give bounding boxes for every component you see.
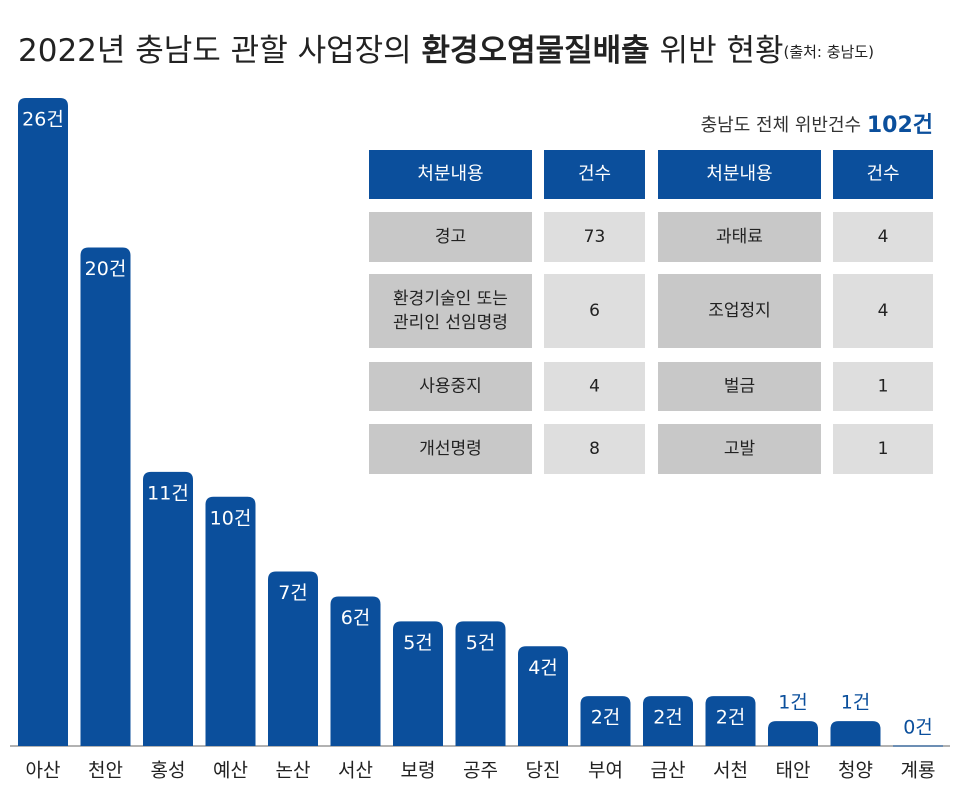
table-header-cell — [658, 150, 821, 199]
bar — [143, 471, 193, 746]
value-label: 7건 — [278, 582, 308, 604]
table-cell — [369, 274, 532, 348]
value-label: 5건 — [466, 632, 496, 654]
table-header-cell — [369, 150, 532, 199]
x-tick-label: 천안 — [88, 760, 123, 782]
table-text: 경고 — [435, 227, 466, 247]
table-header: 건수 — [866, 164, 899, 185]
title-main: 2022년 충남도 관할 사업장의 — [18, 33, 412, 69]
table-text: 73 — [584, 227, 606, 247]
value-label: 2건 — [716, 707, 746, 729]
bar — [18, 98, 68, 746]
total-value: 102건 — [867, 113, 933, 138]
x-tick-label: 홍성 — [151, 760, 186, 782]
bar — [830, 721, 881, 746]
x-tick-label: 보령 — [401, 760, 436, 782]
table-header: 건수 — [578, 164, 611, 185]
bar — [643, 696, 693, 746]
x-tick-label: 예산 — [213, 760, 248, 782]
value-label: 20건 — [85, 258, 127, 280]
table-text: 4 — [589, 377, 600, 397]
bar — [518, 646, 568, 746]
x-tick-label: 청양 — [838, 760, 873, 782]
value-label: 11건 — [147, 482, 189, 504]
x-tick-label: 부여 — [588, 760, 623, 782]
value-label: 10건 — [210, 507, 252, 529]
table-text: 1 — [878, 377, 889, 397]
table-text: 1 — [878, 439, 889, 459]
bar — [330, 596, 381, 746]
table-cell — [833, 212, 933, 262]
table-text: 8 — [589, 439, 600, 459]
bar — [80, 247, 131, 747]
table-text: 조업정지 — [708, 301, 771, 321]
value-label: 4건 — [528, 657, 558, 679]
x-tick-label: 당진 — [526, 760, 561, 782]
table-text: 고발 — [724, 439, 756, 459]
x-tick-label: 논산 — [276, 760, 311, 782]
table-header-cell — [833, 150, 933, 199]
table-header: 처분내용 — [417, 164, 483, 185]
table-cell — [658, 274, 821, 348]
bar — [393, 621, 443, 746]
value-label: 5건 — [403, 632, 433, 654]
value-label: 1건 — [841, 692, 871, 714]
table-cell — [658, 362, 821, 411]
table-text: 과태료 — [716, 227, 763, 247]
x-tick-label: 아산 — [26, 760, 61, 782]
title-end: 위반 현황 — [660, 33, 784, 69]
bar — [580, 696, 631, 746]
total: 충남도 전체 위반건수 102건 — [701, 113, 933, 138]
total-label: 충남도 전체 위반건수 — [701, 115, 861, 136]
x-tick-label: 계룡 — [901, 760, 936, 782]
table-cell — [544, 424, 645, 474]
value-label: 6건 — [341, 607, 371, 629]
table-text: 개선명령 — [419, 439, 482, 459]
chart-title: 2022년 충남도 관할 사업장의 환경오염물질배출 위반 현황(출처: 충남도… — [18, 33, 874, 69]
x-tick-label: 금산 — [651, 760, 686, 782]
bar — [705, 696, 756, 746]
table-text: 6 — [589, 301, 600, 321]
table-cell — [369, 424, 532, 474]
table-cell — [833, 424, 933, 474]
bar — [768, 721, 818, 746]
table-cell — [833, 274, 933, 348]
value-label: 1건 — [778, 692, 808, 714]
table-header-cell — [544, 150, 645, 199]
value-label: 26건 — [22, 109, 64, 131]
value-label: 0건 — [903, 717, 933, 739]
x-tick-label: 서산 — [338, 760, 373, 782]
bar — [455, 621, 506, 746]
source: (출처: 충남도) — [783, 43, 874, 61]
table-text: 관리인 선임명령 — [393, 313, 508, 333]
table-cell — [369, 212, 532, 262]
table-header: 처분내용 — [706, 164, 772, 185]
bar — [205, 496, 256, 746]
table-text: 환경기술인 또는 — [393, 289, 508, 309]
table-cell — [658, 424, 821, 474]
table-cell — [544, 362, 645, 411]
x-tick-label: 태안 — [776, 760, 811, 782]
table-text: 벌금 — [724, 377, 755, 397]
x-tick-label: 공주 — [463, 760, 498, 782]
value-label: 2건 — [653, 707, 683, 729]
bar — [268, 571, 318, 746]
table-cell — [544, 274, 645, 348]
table-cell — [833, 362, 933, 411]
title-emphasis: 환경오염물질배출 — [422, 33, 650, 69]
table-cell — [544, 212, 645, 262]
value-label: 2건 — [591, 707, 621, 729]
table-text: 사용중지 — [419, 377, 482, 397]
table-text: 4 — [878, 227, 889, 247]
x-tick-label: 서천 — [713, 760, 748, 782]
table-text: 4 — [878, 301, 889, 321]
table-cell — [658, 212, 821, 262]
table-cell — [369, 362, 532, 411]
